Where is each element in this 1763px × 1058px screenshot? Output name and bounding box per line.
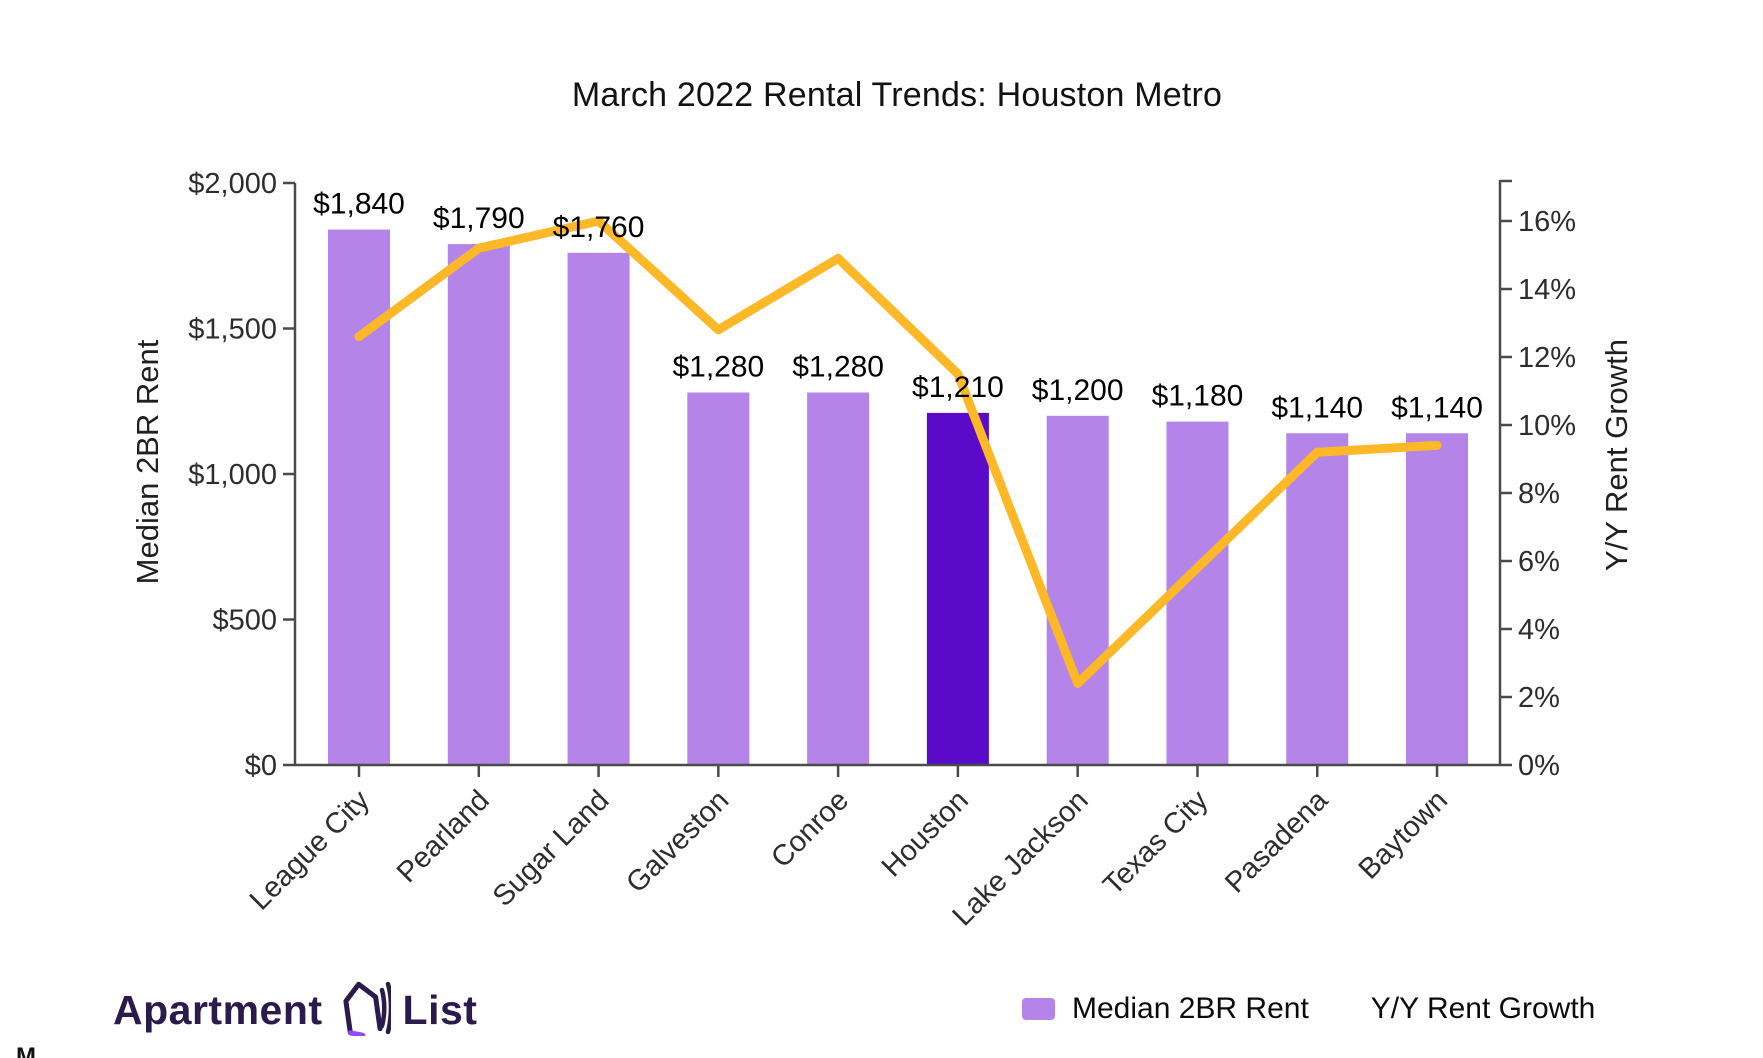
bar-league-city	[328, 229, 390, 765]
x-tick-label-baytown: Baytown	[1353, 784, 1454, 885]
right-tick-label-10: 10%	[1518, 410, 1576, 442]
bar-value-label-conroe: $1,280	[792, 351, 884, 384]
x-tick-label-pearland: Pearland	[391, 784, 496, 889]
right-tick-label-4: 4%	[1518, 614, 1560, 646]
house-icon	[335, 974, 393, 1046]
legend-label-rent-growth: Y/Y Rent Growth	[1370, 992, 1596, 1025]
left-tick-label-0: $0	[245, 750, 277, 782]
x-tick-label-conroe: Conroe	[765, 784, 855, 874]
logo-text-apartment: Apartment	[113, 986, 323, 1033]
x-tick-label-sugar-land: Sugar Land	[487, 784, 616, 913]
x-tick-label-league-city: League City	[244, 784, 376, 916]
chart-title: March 2022 Rental Trends: Houston Metro	[571, 76, 1223, 114]
right-tick-label-6: 6%	[1518, 546, 1560, 578]
right-tick-label-0: 0%	[1518, 750, 1560, 782]
x-tick-label-galveston: Galveston	[620, 784, 735, 899]
chart-legend: Median 2BR Rent Y/Y Rent Growth	[1022, 992, 1595, 1026]
bar-value-label-sugar-land: $1,760	[553, 211, 645, 244]
bar-value-label-texas-city: $1,180	[1152, 380, 1244, 413]
bar-value-label-lake-jackson: $1,200	[1032, 374, 1124, 407]
bar-pearland	[447, 244, 510, 766]
right-axis-label: Y/Y Rent Growth	[1599, 338, 1634, 572]
x-tick-label-texas-city: Texas City	[1097, 784, 1215, 902]
legend-swatch-median-rent	[1022, 998, 1055, 1020]
bar-pasadena	[1286, 433, 1349, 765]
left-tick-label-1000: $1,000	[188, 459, 277, 491]
rent-growth-line	[354, 216, 1442, 688]
right-tick-label-16: 16%	[1518, 206, 1576, 238]
apartment-list-logo: Apartment List	[113, 974, 477, 1046]
right-tick-label-8: 8%	[1518, 478, 1560, 510]
bar-value-label-baytown: $1,140	[1391, 391, 1483, 424]
left-tick-label-2000: $2,000	[188, 168, 277, 200]
cropped-text-artifact: M	[16, 1046, 56, 1058]
bar-value-label-league-city: $1,840	[313, 188, 405, 221]
bar-value-label-pearland: $1,790	[433, 202, 525, 235]
bar-value-label-houston: $1,210	[912, 371, 1004, 404]
logo-text-list: List	[402, 986, 478, 1033]
bar-galveston	[687, 392, 750, 765]
bar-sugar-land	[567, 252, 630, 766]
left-axis-label: Median 2BR Rent	[130, 339, 165, 585]
bar-lake-jackson	[1046, 415, 1109, 765]
x-tick-label-pasadena: Pasadena	[1219, 784, 1335, 900]
legend-label-median-rent: Median 2BR Rent	[1072, 992, 1309, 1025]
bar-value-label-pasadena: $1,140	[1271, 391, 1363, 424]
x-tick-label-houston: Houston	[876, 784, 975, 883]
left-tick-label-1500: $1,500	[188, 314, 277, 346]
left-tick-label-500: $500	[212, 605, 277, 637]
right-tick-label-14: 14%	[1518, 274, 1576, 306]
bar-baytown	[1406, 433, 1469, 765]
bar-houston	[926, 412, 989, 765]
bar-conroe	[807, 392, 870, 765]
bar-value-label-galveston: $1,280	[672, 351, 764, 384]
right-tick-label-2: 2%	[1518, 682, 1560, 714]
right-tick-label-12: 12%	[1518, 342, 1576, 374]
